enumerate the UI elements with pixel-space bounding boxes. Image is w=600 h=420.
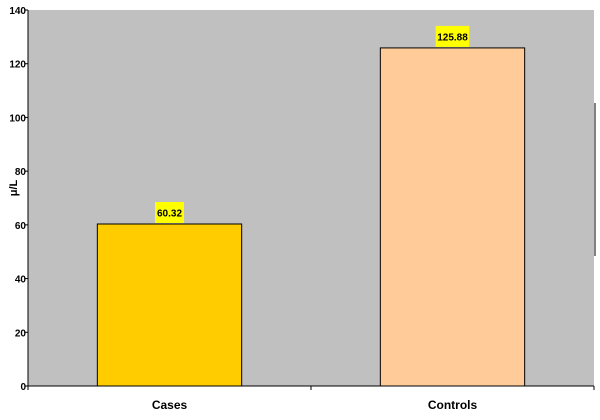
y-tick-label: 100 — [9, 113, 26, 124]
y-tick-label: 80 — [15, 167, 27, 178]
y-tick-label: 20 — [15, 328, 27, 339]
y-tick-label: 40 — [15, 275, 27, 286]
bars — [96, 47, 526, 387]
bar — [96, 223, 243, 387]
y-tick-label: 60 — [15, 221, 27, 232]
data-label-box — [435, 25, 470, 47]
x-tick-label: Controls — [428, 398, 478, 412]
x-ticks: Cases Controls — [27, 386, 595, 412]
y-tick-label: 0 — [20, 382, 26, 393]
x-tick-label: Cases — [152, 398, 188, 412]
value-labels: 60.32 125.88 — [155, 25, 470, 223]
y-tick-label: 140 — [9, 6, 26, 17]
bar — [379, 47, 526, 387]
y-ticks: 0 20 40 60 80 100 120 140 — [9, 6, 28, 393]
y-tick-label: 120 — [9, 60, 26, 71]
data-label: 125.88 — [437, 32, 468, 43]
y-axis-label: μ/L — [8, 179, 20, 196]
data-label-box — [155, 201, 184, 223]
data-label: 60.32 — [157, 208, 182, 219]
